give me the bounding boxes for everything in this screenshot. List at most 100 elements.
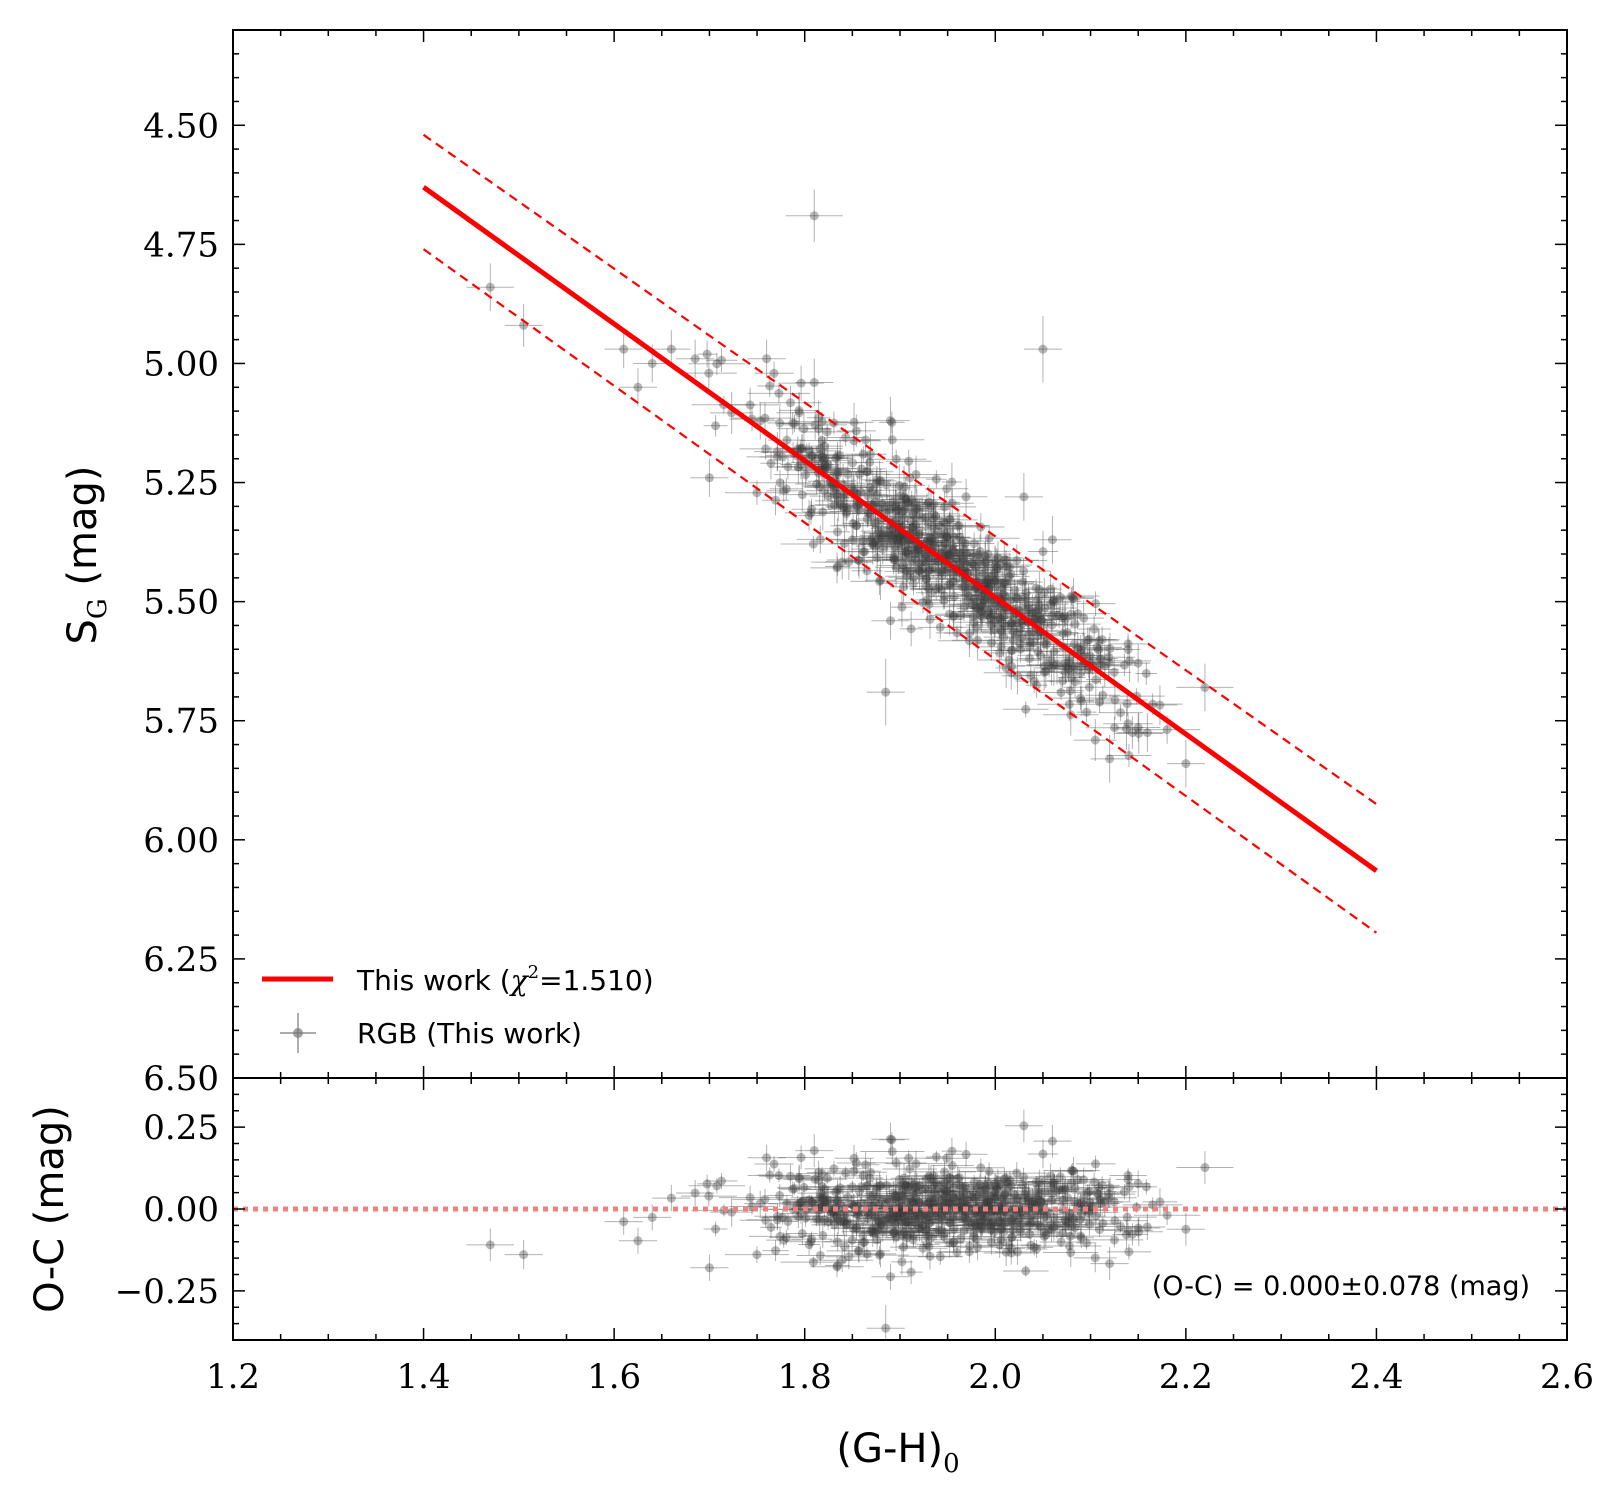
- data-point: [934, 554, 1001, 591]
- residual-marker: [1019, 1121, 1029, 1131]
- data-point: [875, 547, 917, 588]
- residual-marker: [910, 1183, 920, 1193]
- residual-point: [957, 1158, 1005, 1178]
- point-marker: [969, 593, 979, 603]
- point-marker: [949, 532, 959, 542]
- point-marker: [947, 498, 957, 508]
- data-point: [951, 549, 997, 582]
- point-marker: [1006, 645, 1016, 655]
- main-fit-lines: [422, 133, 1378, 934]
- data-point: [841, 451, 894, 492]
- point-marker: [868, 539, 878, 549]
- data-point: [972, 541, 1024, 575]
- data-point: [920, 534, 969, 551]
- point-marker: [983, 578, 993, 588]
- data-point: [850, 483, 871, 501]
- point-marker: [797, 443, 807, 453]
- data-point: [900, 552, 958, 590]
- point-marker: [984, 574, 994, 584]
- point-marker: [1110, 695, 1120, 705]
- data-point: [776, 454, 799, 480]
- data-point: [986, 544, 1048, 577]
- point-marker: [989, 575, 999, 585]
- data-point: [1063, 600, 1105, 637]
- data-point: [949, 598, 998, 635]
- point-marker: [1090, 735, 1100, 745]
- point-marker: [944, 551, 954, 561]
- data-point: [882, 550, 906, 570]
- point-marker: [898, 500, 908, 510]
- y-tick-label: 5.00: [143, 344, 219, 384]
- data-point: [981, 610, 1045, 654]
- data-point: [766, 479, 802, 503]
- data-point: [851, 524, 894, 565]
- residual-marker: [829, 1164, 839, 1174]
- point-marker: [877, 499, 887, 509]
- point-marker: [914, 545, 924, 555]
- point-marker: [1036, 615, 1046, 625]
- residual-point: [1077, 1172, 1111, 1192]
- point-marker: [814, 413, 824, 423]
- point-marker: [1007, 621, 1017, 631]
- point-marker: [871, 478, 881, 488]
- point-marker: [949, 612, 959, 622]
- point-marker: [1100, 661, 1110, 671]
- data-point: [1063, 671, 1116, 704]
- point-marker: [1020, 593, 1030, 603]
- point-marker: [955, 550, 965, 560]
- point-marker: [865, 449, 875, 459]
- point-marker: [959, 557, 969, 567]
- data-point: [897, 599, 963, 639]
- lower-band-line: [422, 248, 1378, 934]
- data-point: [848, 493, 899, 518]
- data-point: [888, 539, 922, 556]
- data-point: [1035, 663, 1096, 683]
- data-point: [1060, 599, 1082, 629]
- data-point: [834, 402, 874, 442]
- legend-rgb-label: RGB (This work): [357, 1017, 582, 1050]
- point-marker: [888, 535, 898, 545]
- point-marker: [1052, 660, 1062, 670]
- point-marker: [1109, 723, 1119, 733]
- data-point: [1033, 589, 1076, 616]
- data-point: [914, 579, 940, 621]
- point-marker: [848, 518, 858, 528]
- data-point: [1001, 616, 1022, 637]
- data-point: [618, 368, 658, 407]
- point-marker: [870, 497, 880, 507]
- point-marker: [1005, 562, 1015, 572]
- data-point: [769, 477, 804, 501]
- point-marker: [872, 553, 882, 563]
- point-marker: [934, 521, 944, 531]
- point-marker: [1105, 754, 1115, 764]
- point-marker: [1181, 759, 1191, 769]
- point-marker: [1008, 627, 1018, 637]
- data-point: [938, 536, 982, 573]
- data-point: [876, 557, 931, 574]
- point-marker: [858, 449, 868, 459]
- data-point: [935, 521, 960, 553]
- point-marker: [818, 452, 828, 462]
- point-marker: [1033, 605, 1043, 615]
- data-point: [970, 555, 998, 580]
- point-marker: [766, 458, 776, 468]
- point-marker: [921, 557, 931, 567]
- point-marker: [899, 482, 909, 492]
- point-marker: [986, 638, 996, 648]
- point-marker: [819, 455, 829, 465]
- point-marker: [847, 535, 857, 545]
- point-marker: [1040, 603, 1050, 613]
- point-marker: [1034, 600, 1044, 610]
- point-marker: [1064, 657, 1074, 667]
- residual-marker: [885, 1134, 895, 1144]
- point-marker: [817, 417, 827, 427]
- data-point: [754, 361, 794, 385]
- data-point: [995, 648, 1017, 688]
- fit-line: [422, 185, 1378, 873]
- data-point: [1040, 656, 1097, 682]
- point-marker: [995, 560, 1005, 570]
- residual-marker: [822, 1173, 832, 1183]
- data-point: [1009, 589, 1067, 608]
- data-point: [1077, 628, 1119, 671]
- data-point: [865, 509, 886, 538]
